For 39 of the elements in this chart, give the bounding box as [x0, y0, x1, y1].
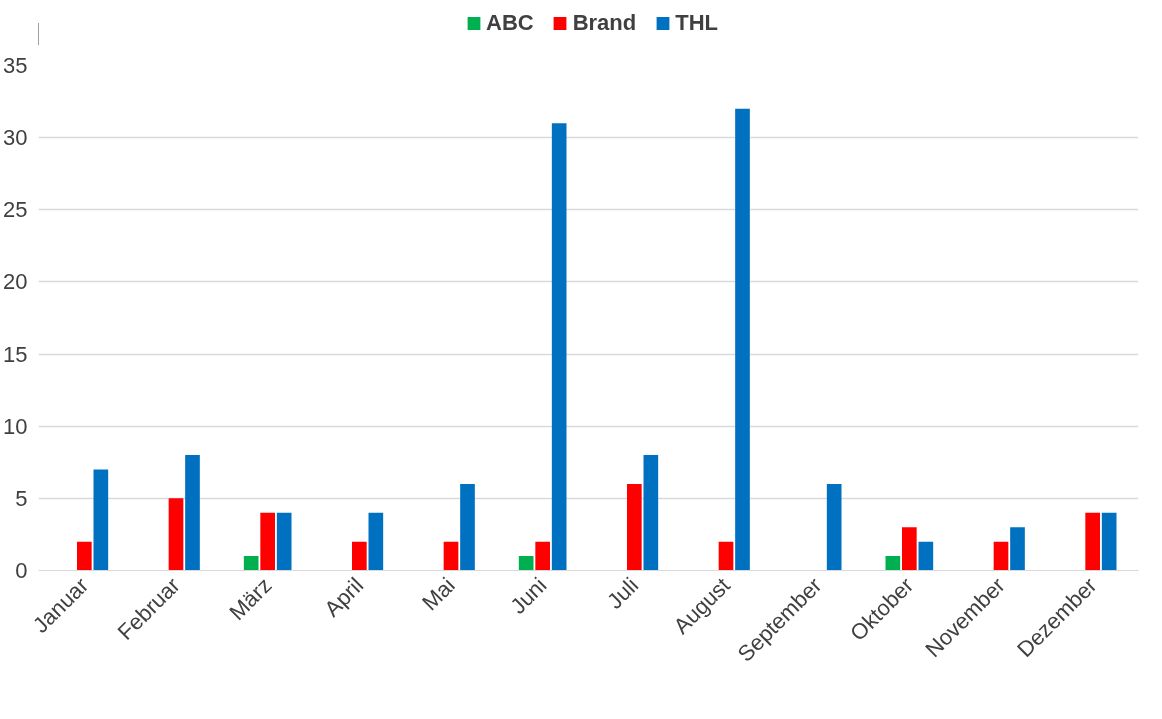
bar — [518, 556, 534, 571]
legend-label: THL — [675, 9, 718, 36]
y-tick-label: 20 — [3, 269, 28, 295]
bar — [260, 512, 275, 571]
bar — [368, 512, 384, 571]
y-tick-label: 5 — [15, 485, 28, 511]
legend-label: ABC — [486, 9, 534, 36]
bar — [627, 483, 642, 571]
bar — [168, 498, 184, 571]
bar — [276, 512, 292, 571]
y-tick-label: 25 — [3, 197, 28, 223]
bar — [1101, 512, 1117, 571]
y-tick-label: 35 — [3, 53, 28, 78]
bar — [643, 455, 659, 571]
y-tick-label: 0 — [15, 558, 28, 583]
y-tick-label: 10 — [3, 413, 28, 439]
y-tick-label: 30 — [3, 125, 28, 151]
bar — [185, 455, 200, 571]
x-tick-label: Juli — [602, 572, 644, 614]
legend-label: Brand — [572, 9, 637, 36]
bar — [918, 541, 934, 571]
bar — [735, 108, 750, 571]
bar — [460, 483, 475, 571]
bar — [93, 469, 109, 571]
bar — [993, 541, 1009, 571]
bar — [443, 541, 459, 571]
bar — [902, 527, 917, 571]
bar — [352, 541, 367, 571]
bar — [243, 556, 259, 571]
bar — [1010, 527, 1025, 571]
bar — [718, 541, 734, 571]
y-tick-label: 15 — [3, 341, 28, 367]
bar — [535, 541, 550, 571]
bar — [551, 123, 567, 571]
bar — [77, 541, 92, 571]
bar — [826, 483, 842, 571]
bar — [1085, 512, 1100, 571]
x-tick-label: Mai — [417, 572, 460, 616]
bar — [885, 556, 901, 571]
